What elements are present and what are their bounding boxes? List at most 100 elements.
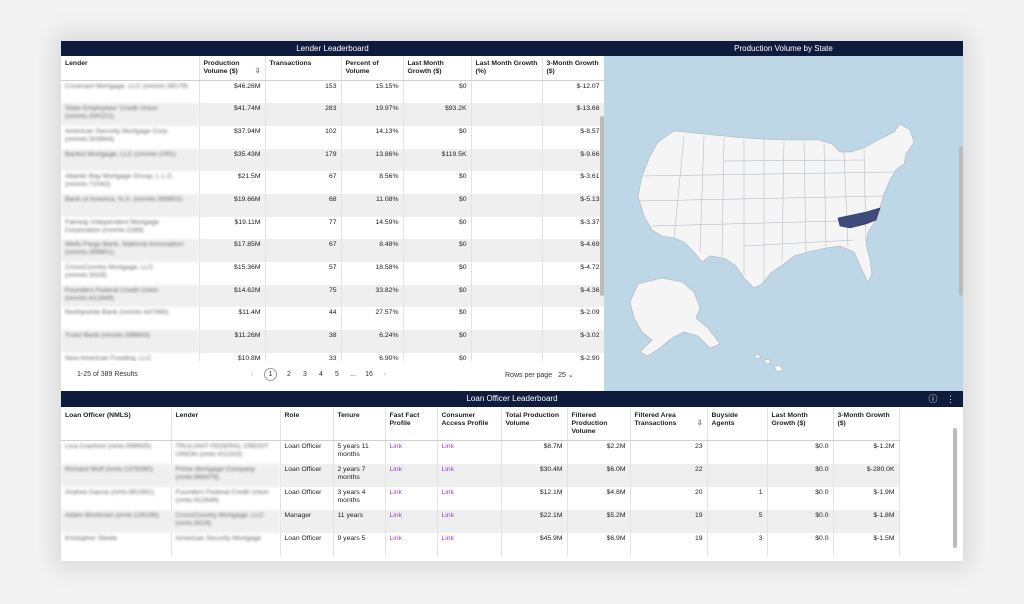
loan-officer-scrollbar[interactable] <box>953 428 957 548</box>
lender-table-container[interactable]: Lender Production Volume ($) ⇩ Transacti… <box>61 56 604 361</box>
three-month-growth: $-12.07 <box>542 80 604 104</box>
three-month-growth: $-5.13 <box>542 193 604 217</box>
percent-of-volume: 14.59% <box>341 216 404 240</box>
fast-fact-profile-link[interactable]: Link <box>385 509 438 533</box>
hawaii-landmass <box>753 353 784 373</box>
table-row[interactable]: Founders Federal Credit Union (nmmls:412… <box>61 284 604 308</box>
fast-fact-profile-link[interactable]: Link <box>385 532 438 556</box>
prev-page-button[interactable]: ‹ <box>250 371 254 378</box>
col-header-last-month-growth-pct[interactable]: Last Month Growth (%) <box>471 56 543 81</box>
table-row[interactable]: Kristopher Steele American Security Mortg… <box>61 532 900 556</box>
table-row[interactable]: Adam Workman (nmls:126195) CrossCountry M… <box>61 509 900 533</box>
loan-officer-table-header: Loan Officer (NMLS) Lender Role Tenure F… <box>61 408 900 441</box>
table-row[interactable]: New American Funding, LLC $10.8M 33 6.90% $0… <box>61 352 604 361</box>
lo-col-buyside-agents[interactable]: Buyside Agents <box>707 408 768 441</box>
loan-officer-table-container[interactable]: Loan Officer (NMLS) Lender Role Tenure F… <box>61 408 963 561</box>
more-menu-icon[interactable]: ⋮ <box>946 394 955 404</box>
lender-name: Covenant Mortgage, LLC (nmmls:39179) <box>61 80 200 104</box>
col-header-percent-of-volume[interactable]: Percent of Volume <box>341 56 404 81</box>
map-title: Production Volume by State <box>604 41 963 56</box>
consumer-access-profile-link[interactable]: Link <box>437 509 502 533</box>
buyside-agents: 1 <box>707 486 768 510</box>
rows-per-page-select[interactable]: 25 ⌄ <box>558 372 574 379</box>
lo-col-lender[interactable]: Lender <box>171 408 281 441</box>
percent-of-volume: 18.58% <box>341 262 404 285</box>
consumer-access-profile-link[interactable]: Link <box>437 532 502 556</box>
table-row[interactable]: Fairway Independent Mortgage Corporation… <box>61 216 604 240</box>
info-icon[interactable]: ⓘ <box>928 394 938 404</box>
col-header-production-volume[interactable]: Production Volume ($) ⇩ <box>199 56 266 81</box>
lo-col-consumer-access[interactable]: Consumer Access Profile <box>437 408 502 441</box>
three-month-growth: $-4.69 <box>542 239 604 262</box>
production-volume: $41.74M <box>199 103 266 126</box>
page-link-5[interactable]: 5 <box>335 371 339 378</box>
table-row[interactable]: Atlantic Bay Mortgage Group, L.L.C. (nmm… <box>61 171 604 194</box>
lender-leaderboard-title: Lender Leaderboard <box>61 41 604 56</box>
lender-name: TRULIANT FEDERAL CREDIT UNION (nmls:4113… <box>171 440 281 464</box>
lo-col-officer[interactable]: Loan Officer (NMLS) <box>61 408 172 441</box>
table-row[interactable]: Covenant Mortgage, LLC (nmmls:39179) $46.… <box>61 80 604 104</box>
col-header-transactions[interactable]: Transactions <box>265 56 342 81</box>
last-month-growth-pct <box>471 330 543 353</box>
fast-fact-profile-link[interactable]: Link <box>385 486 438 510</box>
production-volume: $37.94M <box>199 125 266 149</box>
consumer-access-profile-link[interactable]: Link <box>437 440 502 464</box>
fast-fact-profile-link[interactable]: Link <box>385 440 438 464</box>
transactions: 179 <box>265 148 342 172</box>
lender-table-scrollbar[interactable] <box>600 116 604 296</box>
table-row[interactable]: American Security Mortgage Corp (nmmls:3… <box>61 125 604 149</box>
table-row[interactable]: Northpointe Bank (nmmls:447490) $11.4M 44 2… <box>61 307 604 331</box>
lo-col-last-month-growth[interactable]: Last Month Growth ($) <box>767 408 834 441</box>
table-row[interactable]: Bank of America, N.A. (nmmls:399802) $19.… <box>61 193 604 217</box>
production-map[interactable] <box>604 56 963 391</box>
production-volume: $35.43M <box>199 148 266 172</box>
filtered-production-volume: $6.0M <box>567 463 631 487</box>
role: Loan Officer <box>280 486 334 510</box>
percent-of-volume: 27.57% <box>341 307 404 331</box>
col-header-three-month-growth[interactable]: 3-Month Growth ($) <box>542 56 604 81</box>
page-link-3[interactable]: 3 <box>303 371 307 378</box>
three-month-growth: $-3.61 <box>542 171 604 194</box>
lo-col-filtered-transactions-label: Filtered Area Transactions <box>634 412 677 427</box>
lo-col-fast-fact[interactable]: Fast Fact Profile <box>385 408 438 441</box>
north-carolina-state <box>837 207 881 229</box>
lo-col-three-month-growth[interactable]: 3-Month Growth ($) <box>833 408 900 441</box>
sort-icon[interactable]: ⇩ <box>254 68 261 75</box>
percent-of-volume: 8.56% <box>341 171 404 194</box>
sort-icon[interactable]: ⇩ <box>696 420 703 427</box>
loan-officer-name: Kristopher Steele <box>61 532 172 556</box>
three-month-growth: $-9.66 <box>542 148 604 172</box>
table-row[interactable]: Bankst Mortgage, LLC (nmmls:1091) $35.43M… <box>61 148 604 172</box>
loan-officer-name: Lisa Cranford (nmls:599935) <box>61 440 172 464</box>
page-link-1[interactable]: 1 <box>264 368 277 381</box>
table-row[interactable]: Lisa Cranford (nmls:599935) TRULIANT FEDE… <box>61 440 900 464</box>
buyside-agents <box>707 440 768 464</box>
consumer-access-profile-link[interactable]: Link <box>437 486 502 510</box>
page-link-4[interactable]: 4 <box>319 371 323 378</box>
table-row[interactable]: Richard Wolf (nmls:1379390) Prime Mortgag… <box>61 463 900 487</box>
lo-col-role[interactable]: Role <box>280 408 334 441</box>
table-row[interactable]: Truist Bank (nmmls:399803) $11.26M 38 6.24%… <box>61 330 604 353</box>
table-row[interactable]: Andrea Garcia (nmls:851891) Founders Fede… <box>61 486 900 510</box>
page-link-16[interactable]: 16 <box>365 371 373 378</box>
last-month-growth: $0.0 <box>767 486 834 510</box>
lo-col-tenure[interactable]: Tenure <box>333 408 386 441</box>
three-month-growth: $-280.0K <box>833 463 900 487</box>
consumer-access-profile-link[interactable]: Link <box>437 463 502 487</box>
lo-col-filtered-transactions[interactable]: Filtered Area Transactions ⇩ <box>630 408 708 441</box>
col-header-last-month-growth[interactable]: Last Month Growth ($) <box>403 56 472 81</box>
production-volume: $14.62M <box>199 284 266 308</box>
col-header-lender[interactable]: Lender <box>61 56 200 81</box>
last-month-growth-pct <box>471 193 543 217</box>
fast-fact-profile-link[interactable]: Link <box>385 463 438 487</box>
lender-name: American Security Mortgage Corp (nmmls:3… <box>61 125 200 149</box>
page-link-2[interactable]: 2 <box>287 371 291 378</box>
table-row[interactable]: Wells Fargo Bank, National Association (… <box>61 239 604 262</box>
lo-col-filtered-volume[interactable]: Filtered Production Volume <box>567 408 631 441</box>
table-row[interactable]: CrossCountry Mortgage, LLC (nmmls:3029) $… <box>61 262 604 285</box>
table-row[interactable]: State Employees' Credit Union (nmmls:430… <box>61 103 604 126</box>
next-page-button[interactable]: › <box>383 371 387 378</box>
map-scrollbar[interactable] <box>959 146 963 296</box>
lo-col-total-volume[interactable]: Total Production Volume <box>501 408 568 441</box>
contiguous-us-landmass <box>637 123 915 289</box>
